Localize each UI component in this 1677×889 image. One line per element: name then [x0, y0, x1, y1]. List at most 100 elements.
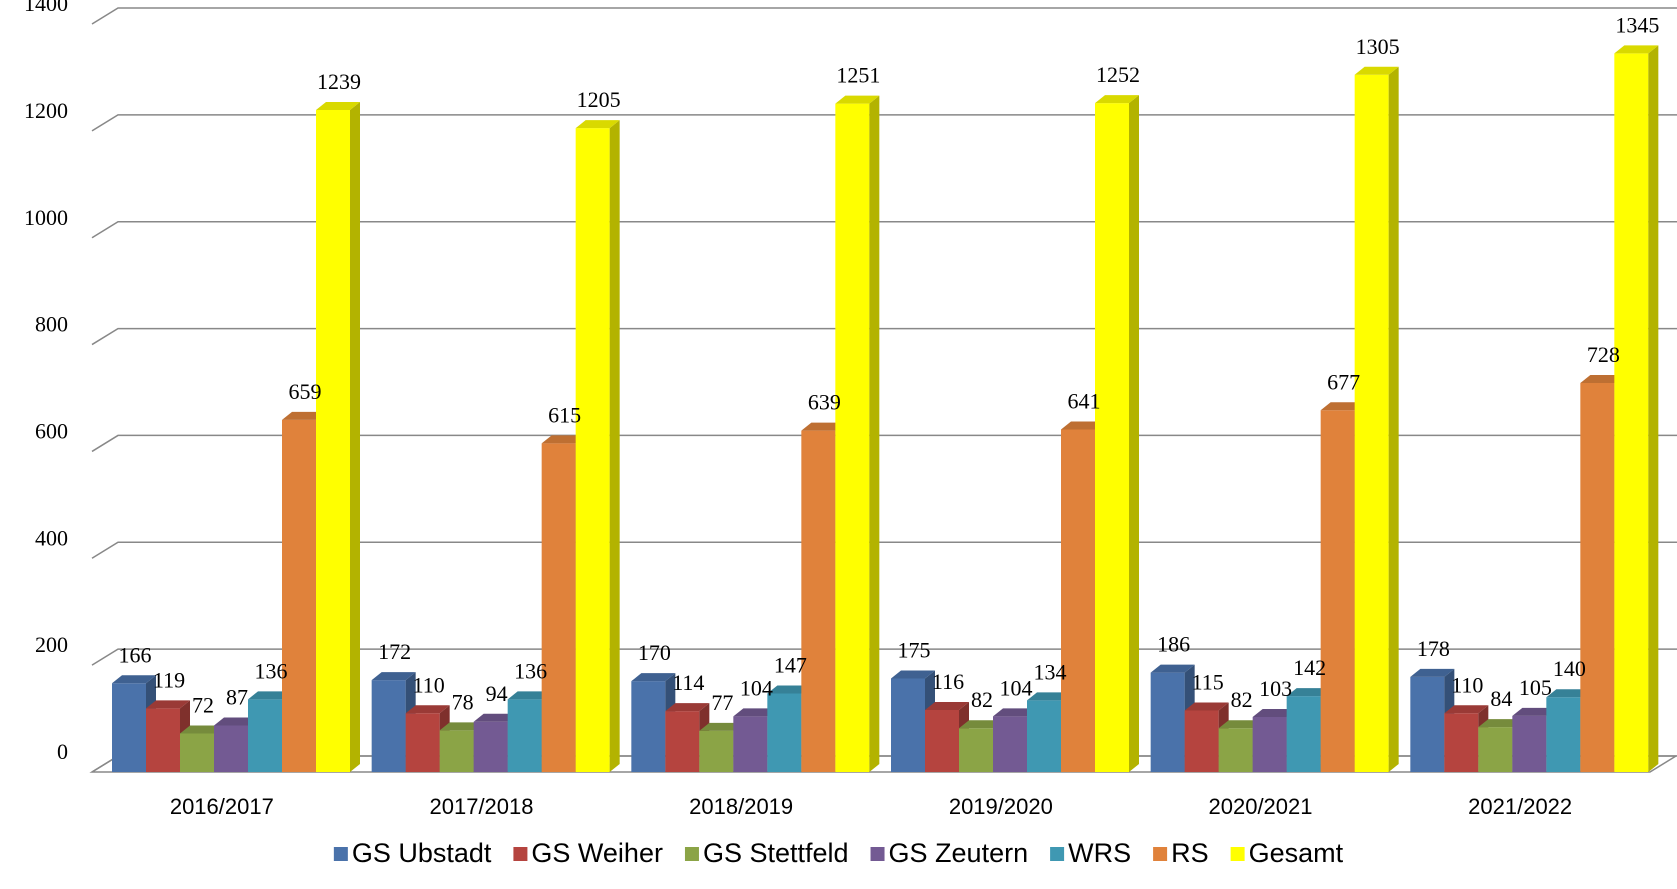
legend-swatch: [1230, 847, 1245, 861]
legend-swatch: [870, 847, 885, 861]
bar-front: [473, 721, 508, 772]
data-label: 136: [514, 658, 547, 683]
data-label: 1239: [317, 69, 361, 94]
grid-line: [91, 648, 1677, 666]
data-label: 116: [932, 669, 964, 694]
data-label: 170: [638, 640, 671, 665]
bar-front: [925, 710, 959, 772]
grid-line: [91, 7, 1677, 25]
data-label: 1345: [1615, 12, 1659, 37]
bar-top: [1320, 402, 1365, 411]
data-label: 82: [1231, 687, 1253, 712]
bar-top: [959, 720, 1003, 729]
bar-top: [112, 675, 156, 684]
bar-front: [541, 443, 576, 772]
data-label: 166: [119, 642, 152, 667]
legend-label: GS Zeutern: [889, 838, 1029, 868]
x-tick-label: 2019/2020: [949, 794, 1053, 819]
bar-side: [609, 120, 620, 772]
bar-front: [1095, 103, 1129, 773]
legend-label: GS Stettfeld: [703, 838, 849, 868]
bar-front: [1546, 697, 1581, 772]
legend-label: WRS: [1068, 838, 1131, 868]
bar-top: [1095, 95, 1139, 104]
data-label: 172: [378, 639, 411, 664]
bar-top: [1512, 707, 1557, 716]
bar-top: [1252, 708, 1297, 717]
data-label: 728: [1587, 342, 1620, 367]
bar-front: [1444, 713, 1479, 772]
data-label: 136: [255, 658, 288, 683]
data-label: 104: [1000, 675, 1033, 700]
bar-front: [1354, 74, 1389, 772]
bar-front: [507, 699, 542, 772]
data-label: 615: [548, 402, 581, 427]
bar-top: [801, 422, 846, 431]
bar-top: [767, 685, 812, 694]
data-label: 659: [289, 379, 322, 404]
bar-front: [1184, 710, 1219, 772]
data-label: 82: [971, 687, 993, 712]
x-tick-label: 2021/2022: [1468, 794, 1572, 819]
bar-front: [767, 693, 802, 772]
grid-line: [91, 327, 1677, 346]
bar-front: [575, 128, 610, 772]
bar-top: [733, 708, 778, 717]
y-tick-label: 1200: [24, 98, 68, 123]
bar: [835, 95, 880, 772]
y-tick-label: 200: [35, 632, 68, 657]
grid-line: [91, 220, 1677, 239]
bar-top: [925, 702, 969, 711]
data-label: 103: [1259, 676, 1292, 701]
bar: [1354, 66, 1399, 772]
data-label: 87: [226, 685, 248, 710]
legend-swatch: [1153, 847, 1168, 861]
bar-top: [1218, 720, 1263, 729]
bar-top: [1410, 668, 1455, 677]
legend-swatch: [684, 847, 699, 861]
bar-top: [439, 722, 484, 731]
bar-top: [1580, 375, 1625, 384]
bar-front: [1027, 700, 1061, 772]
data-label: 641: [1068, 389, 1101, 414]
data-label: 140: [1553, 656, 1586, 681]
bar-top: [993, 708, 1037, 717]
grid-line: [91, 541, 1677, 559]
bar-front: [1580, 383, 1615, 772]
data-label: 1252: [1096, 62, 1140, 87]
bar-top: [1478, 719, 1523, 728]
bar-front: [1410, 676, 1445, 772]
data-label: 1251: [836, 63, 880, 88]
bar-top: [835, 95, 880, 104]
legend-label: GS Ubstadt: [352, 838, 492, 868]
bar-top: [371, 672, 416, 681]
bar-side: [1648, 45, 1659, 772]
bar-front: [1150, 672, 1185, 772]
bar-top: [665, 703, 710, 712]
data-label: 677: [1327, 369, 1360, 394]
bar-front: [112, 683, 146, 772]
bar-top: [1546, 689, 1591, 698]
data-label: 110: [1451, 672, 1483, 697]
bar-front: [835, 103, 870, 772]
bar-front: [1218, 728, 1253, 772]
bar-top: [405, 705, 450, 714]
bar-front: [1512, 715, 1547, 772]
legend-label: Gesamt: [1249, 838, 1344, 868]
data-label: 639: [808, 390, 841, 415]
data-label: 78: [452, 689, 474, 714]
bar-top: [146, 700, 190, 709]
data-label: 72: [192, 693, 214, 718]
legend-swatch: [1050, 847, 1065, 861]
bar-front: [959, 728, 993, 772]
data-label: 115: [1192, 670, 1224, 695]
data-label: 94: [486, 681, 508, 706]
data-label: 186: [1157, 632, 1190, 657]
data-label: 1205: [577, 87, 621, 112]
bar-front: [733, 716, 768, 772]
x-tick-label: 2020/2021: [1209, 794, 1313, 819]
bar-top: [1184, 702, 1229, 711]
bar-top: [541, 435, 586, 444]
bar-side: [350, 102, 360, 772]
